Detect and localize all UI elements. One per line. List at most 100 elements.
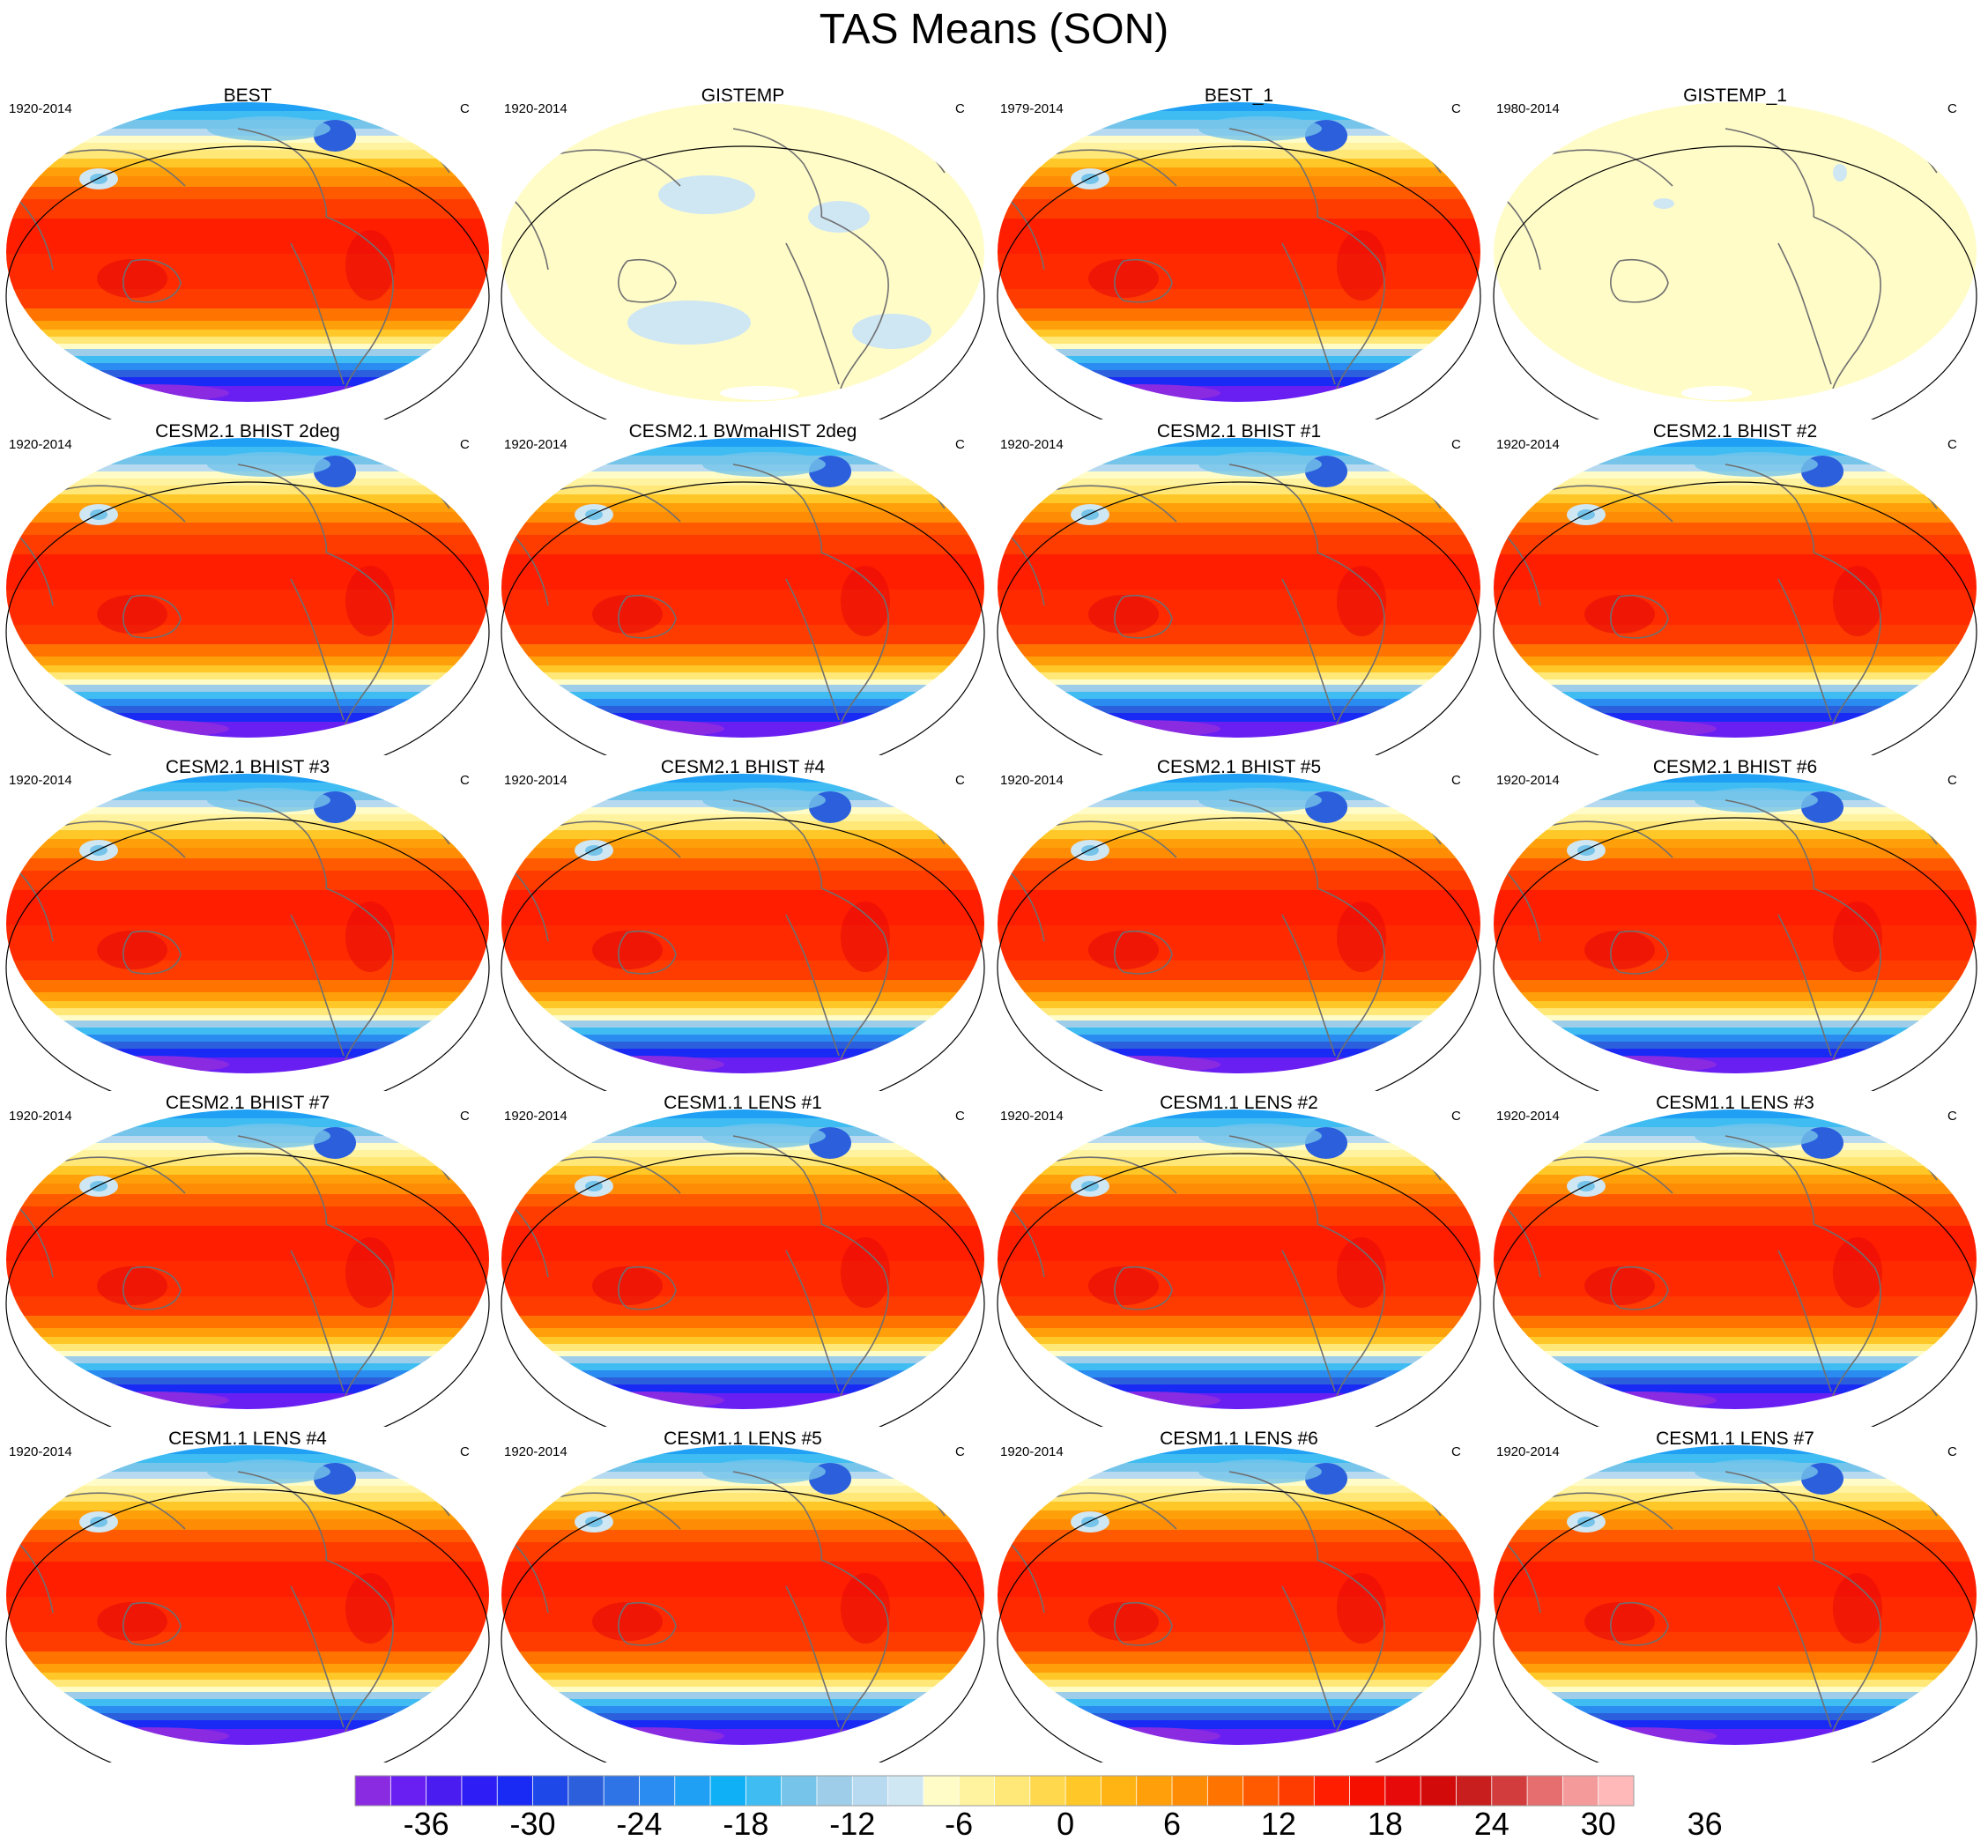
colorbar-cell bbox=[1278, 1775, 1316, 1807]
map-panel: CESM2.1 BHIST #2 1920-2014 C bbox=[1487, 420, 1983, 755]
map-panel: BEST 1920-2014 C bbox=[0, 85, 495, 419]
colorbar-tick-label: -6 bbox=[945, 1806, 974, 1842]
colorbar-cell bbox=[1136, 1775, 1173, 1807]
panel-units: C bbox=[1451, 773, 1461, 788]
panel-title: CESM1.1 LENS #2 bbox=[1160, 1093, 1318, 1113]
panel-units: C bbox=[955, 1109, 965, 1124]
map-projection bbox=[1493, 102, 1977, 419]
panel-units: C bbox=[1451, 1109, 1461, 1124]
map-projection bbox=[997, 1110, 1481, 1427]
colorbar-cell bbox=[1064, 1775, 1102, 1807]
panel-title: CESM2.1 BHIST #1 bbox=[1156, 421, 1322, 442]
panel-period: 1979-2014 bbox=[1000, 101, 1064, 116]
panel-units: C bbox=[460, 437, 470, 452]
panel-period: 1920-2014 bbox=[1000, 1444, 1064, 1459]
panel-title: CESM2.1 BHIST #7 bbox=[165, 1093, 330, 1113]
colorbar-cell bbox=[1456, 1775, 1493, 1807]
map-field bbox=[6, 102, 489, 402]
map-field bbox=[501, 102, 984, 402]
colorbar-cell bbox=[994, 1775, 1031, 1807]
colorbar-cell bbox=[1491, 1775, 1528, 1807]
panel-period: 1920-2014 bbox=[9, 1444, 72, 1459]
colorbar-tick-label: -30 bbox=[509, 1806, 556, 1842]
colorbar-cell bbox=[1561, 1775, 1599, 1807]
colorbar-cell bbox=[923, 1775, 961, 1807]
map-panel: CESM2.1 BHIST #3 1920-2014 C bbox=[0, 756, 495, 1091]
map-field bbox=[6, 438, 489, 738]
colorbar-tick-label: -24 bbox=[616, 1806, 663, 1842]
map-border bbox=[1493, 481, 1977, 755]
map-border bbox=[997, 817, 1481, 1091]
map-projection bbox=[5, 438, 490, 755]
map-border bbox=[1493, 1153, 1977, 1427]
panel-title: GISTEMP_1 bbox=[1683, 85, 1787, 106]
map-panel: CESM2.1 BHIST #6 1920-2014 C bbox=[1487, 756, 1983, 1091]
panel-units: C bbox=[955, 773, 965, 788]
map-field bbox=[1494, 438, 1977, 738]
map-field bbox=[998, 438, 1480, 738]
map-border bbox=[5, 817, 490, 1091]
panel-title: CESM2.1 BHIST #6 bbox=[1652, 757, 1818, 777]
map-border bbox=[997, 481, 1481, 755]
map-panel: CESM2.1 BHIST 2deg 1920-2014 C bbox=[0, 420, 495, 755]
panel-period: 1980-2014 bbox=[1496, 101, 1560, 116]
panel-period: 1920-2014 bbox=[504, 1444, 567, 1459]
panel-units: C bbox=[1451, 437, 1461, 452]
map-field bbox=[998, 1445, 1480, 1745]
panel-title: BEST_1 bbox=[1204, 85, 1274, 106]
map-border bbox=[1493, 1488, 1977, 1763]
panel-period: 1920-2014 bbox=[504, 1109, 567, 1124]
map-projection bbox=[1493, 1110, 1977, 1427]
panel-units: C bbox=[1947, 773, 1957, 788]
map-field bbox=[1494, 1445, 1977, 1745]
map-field bbox=[501, 1110, 984, 1409]
figure-title: TAS Means (SON) bbox=[819, 6, 1169, 53]
panel-period: 1920-2014 bbox=[504, 101, 567, 116]
panel-period: 1920-2014 bbox=[9, 437, 72, 452]
map-border bbox=[1493, 817, 1977, 1091]
map-field bbox=[6, 1110, 489, 1409]
map-panel: CESM2.1 BWmaHIST 2deg 1920-2014 C bbox=[495, 420, 990, 755]
colorbar-cell bbox=[674, 1775, 711, 1807]
panel-period: 1920-2014 bbox=[1496, 773, 1560, 788]
panel-units: C bbox=[955, 1444, 965, 1459]
map-projection bbox=[997, 774, 1481, 1091]
colorbar-cell bbox=[709, 1775, 747, 1807]
colorbar-cell bbox=[1029, 1775, 1067, 1807]
map-field bbox=[6, 774, 489, 1073]
map-field bbox=[998, 102, 1480, 402]
colorbar-cell bbox=[1349, 1775, 1386, 1807]
map-border bbox=[5, 1153, 490, 1427]
panel-title: GISTEMP bbox=[701, 85, 785, 106]
panel-title: CESM1.1 LENS #6 bbox=[1160, 1429, 1318, 1449]
colorbar-cell bbox=[532, 1775, 569, 1807]
map-projection bbox=[997, 102, 1481, 419]
map-projection bbox=[5, 102, 490, 419]
panel-period: 1920-2014 bbox=[1496, 1444, 1560, 1459]
map-panel: CESM2.1 BHIST #5 1920-2014 C bbox=[991, 756, 1487, 1091]
map-field bbox=[501, 438, 984, 738]
colorbar-cell bbox=[461, 1775, 499, 1807]
colorbar-tick-label: 36 bbox=[1687, 1806, 1723, 1842]
colorbar-cell bbox=[851, 1775, 889, 1807]
colorbar-cell bbox=[1384, 1775, 1422, 1807]
panel-period: 1920-2014 bbox=[504, 773, 567, 788]
colorbar-tick-label: 24 bbox=[1473, 1806, 1510, 1842]
map-border bbox=[501, 817, 985, 1091]
colorbar-cell bbox=[1598, 1775, 1635, 1807]
colorbar-cell bbox=[389, 1775, 427, 1807]
panel-units: C bbox=[1947, 101, 1957, 116]
panel-title: CESM1.1 LENS #3 bbox=[1656, 1093, 1814, 1113]
colorbar-cell bbox=[639, 1775, 676, 1807]
map-projection bbox=[501, 1110, 985, 1427]
colorbar-cell bbox=[496, 1775, 534, 1807]
map-border bbox=[997, 145, 1481, 419]
panel-units: C bbox=[1451, 101, 1461, 116]
panel-title: CESM2.1 BHIST 2deg bbox=[155, 421, 340, 442]
colorbar-cell bbox=[958, 1775, 996, 1807]
panel-period: 1920-2014 bbox=[1496, 1109, 1560, 1124]
colorbar-cell bbox=[1526, 1775, 1564, 1807]
colorbar-tick-label: 12 bbox=[1260, 1806, 1296, 1842]
colorbar-cell bbox=[603, 1775, 641, 1807]
colorbar-cell bbox=[781, 1775, 818, 1807]
